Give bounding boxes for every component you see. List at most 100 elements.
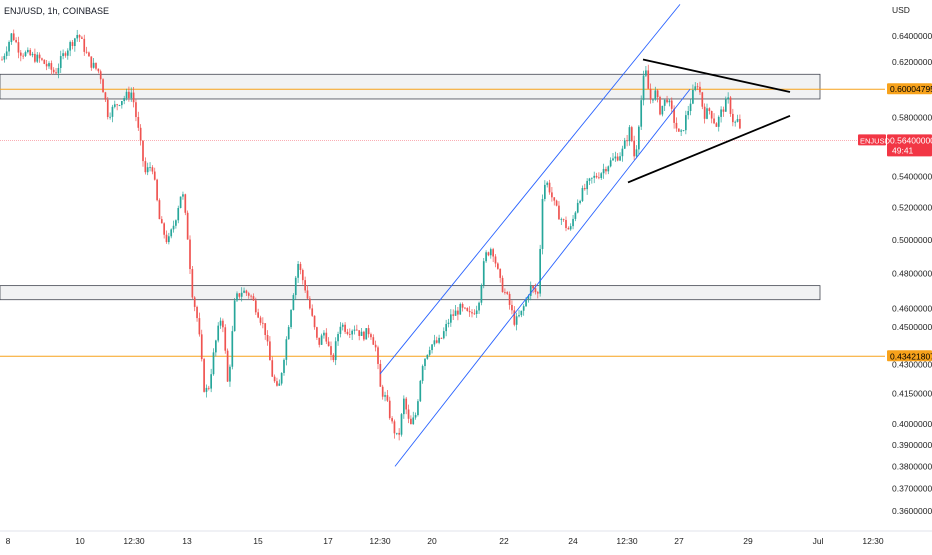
resistance-zone[interactable] [0, 73, 821, 100]
candle-body [280, 372, 283, 384]
candle-body [320, 335, 323, 345]
candle-body [196, 306, 198, 319]
candle-body [245, 290, 248, 294]
candle-body [598, 177, 600, 179]
candle-body [529, 285, 532, 296]
candle-body [720, 109, 722, 117]
candle-body [663, 99, 666, 106]
candle-body [224, 327, 227, 351]
triangle-upper-line[interactable] [642, 58, 791, 93]
channel-upper-line[interactable] [379, 4, 681, 375]
candle-body [1, 59, 3, 61]
candle-body [243, 290, 245, 293]
time-tick-label: 12:30 [616, 536, 638, 546]
candle-body [259, 317, 262, 323]
candle-body [374, 344, 377, 348]
candle-body [45, 63, 48, 67]
candle-body [685, 115, 687, 131]
candle-body [626, 140, 628, 142]
candle-body [118, 105, 121, 106]
candle-body [52, 69, 55, 73]
candle-body [414, 415, 417, 418]
candle-body [339, 326, 342, 335]
candle-body [193, 297, 196, 307]
candle-body [506, 292, 509, 294]
time-tick-label: 29 [743, 536, 753, 546]
candle-body [739, 119, 741, 129]
candle-body [191, 269, 194, 298]
candle-body [353, 329, 356, 331]
candle-body [734, 121, 737, 123]
candle-body [99, 71, 102, 80]
candle-body [283, 359, 285, 373]
candle-body [583, 188, 586, 190]
candle-body [417, 401, 419, 416]
candle-body [203, 359, 205, 392]
candle-body [92, 62, 95, 68]
candle-body [616, 156, 619, 161]
time-tick-label: 12:30 [369, 536, 391, 546]
candle-body [36, 54, 39, 62]
triangle-lower-line[interactable] [627, 115, 791, 184]
candle-body [38, 54, 41, 59]
support-zone[interactable] [0, 285, 821, 301]
candle-body [212, 352, 215, 375]
candle-body [151, 167, 154, 172]
candle-body [200, 334, 203, 360]
candle-body [207, 387, 210, 389]
candle-body [19, 52, 22, 56]
candle-body [10, 33, 13, 43]
candle-body [428, 350, 431, 355]
current-price-label-countdown: 49:41 [892, 145, 914, 155]
candle-body [170, 229, 173, 237]
candle-body [332, 354, 335, 361]
candle-body [736, 119, 739, 122]
candle-body [379, 363, 382, 387]
candle-body [485, 252, 487, 262]
candle-body [602, 168, 605, 174]
candle-body [609, 160, 612, 167]
time-tick-label: 8 [6, 536, 11, 546]
candle-body [372, 337, 375, 345]
candle-body [231, 331, 234, 367]
price-axis-panel[interactable] [885, 0, 932, 531]
candle-body [254, 300, 257, 313]
candle-body [160, 219, 163, 224]
candle-body [297, 263, 299, 278]
candle-body [219, 320, 222, 326]
candle-body [586, 180, 588, 190]
candle-body [179, 196, 182, 209]
candle-body [83, 38, 86, 52]
candle-body [3, 55, 6, 60]
candle-body [442, 331, 445, 339]
candle-body [81, 37, 83, 39]
candle-body [729, 97, 732, 114]
candle-body [252, 296, 255, 301]
symbol-tag[interactable]: ENJUSD [858, 134, 891, 146]
candle-body [175, 220, 177, 226]
support-level-label[interactable]: 0.43421807 [887, 350, 932, 362]
candle-body [405, 398, 408, 410]
candle-body [50, 63, 53, 70]
candle-body [567, 227, 570, 230]
candle-body [544, 184, 546, 199]
resistance-level-label[interactable]: 0.60004795 [887, 83, 932, 95]
candle-body [407, 409, 410, 419]
candle-body [144, 161, 147, 173]
candle-body [492, 249, 494, 257]
candle-body [128, 91, 130, 98]
candle-body [400, 414, 403, 435]
candle-body [591, 177, 593, 179]
candle-body [250, 295, 252, 297]
candles-layer [1, 29, 741, 441]
candle-body [520, 310, 523, 316]
channel-lower-line[interactable] [394, 89, 691, 467]
candle-body [78, 34, 81, 38]
